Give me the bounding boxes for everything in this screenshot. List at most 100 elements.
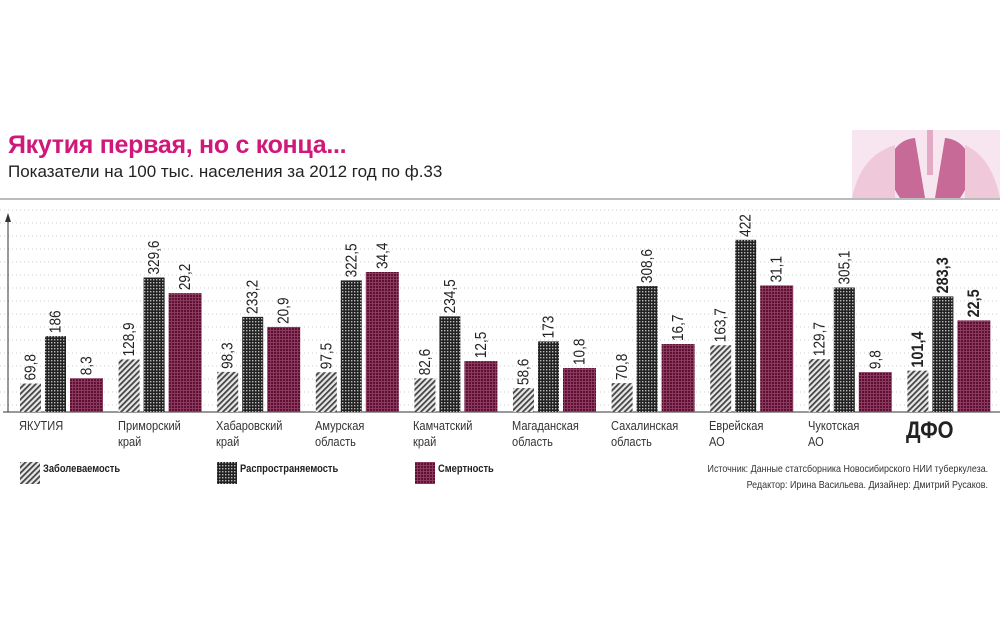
data-label: 10,8 (572, 339, 589, 365)
bar-mortality (168, 293, 202, 412)
bar-mortality (267, 326, 301, 412)
category-label: ДФО (906, 418, 954, 444)
legend-swatch-mortality (415, 462, 435, 484)
data-label: 234,5 (442, 279, 459, 313)
category-label-line: Чукотская (807, 418, 860, 433)
bar-mortality (563, 368, 596, 412)
data-label: 97,5 (318, 343, 335, 369)
source-note: Источник: Данные статсборника Новосибирс… (707, 463, 988, 475)
category-label-line: Камчатский (413, 418, 473, 433)
category-label: ЯКУТИЯ (19, 418, 63, 434)
chart-title: Якутия первая, но с конца... (8, 131, 347, 159)
bar-mortality (858, 372, 892, 412)
data-label: 98,3 (220, 342, 237, 368)
data-label: 308,6 (639, 249, 656, 283)
data-label: 69,8 (23, 354, 40, 380)
bar-incidence (414, 378, 436, 412)
data-label: 22,5 (965, 289, 983, 317)
category-label: Амурская область (315, 418, 364, 450)
category-label-line: Еврейская (709, 418, 764, 433)
category-label: Приморский край (118, 418, 181, 450)
data-label: 34,4 (374, 243, 391, 269)
data-label: 82,6 (417, 349, 434, 375)
data-label: 70,8 (614, 354, 631, 380)
data-label: 163,7 (713, 308, 730, 342)
data-label: 186 (48, 310, 65, 333)
data-label: 129,7 (811, 322, 828, 356)
data-label: 29,2 (177, 264, 194, 290)
data-label: 101,4 (909, 331, 927, 367)
category-label: Магаданская область (512, 418, 579, 450)
category-label-line: ДФО (906, 417, 954, 444)
bar-prevalence (45, 336, 66, 412)
lungs-illustration-icon (852, 130, 1000, 198)
data-label: 20,9 (276, 297, 293, 323)
legend-swatch-incidence (20, 462, 40, 484)
category-label-line: Магаданская (512, 418, 579, 433)
category-label-line: АО (709, 434, 725, 449)
category-label-line: область (610, 434, 652, 449)
data-label: 58,6 (516, 359, 533, 385)
bar-mortality (957, 320, 991, 412)
bar-prevalence (242, 316, 264, 412)
data-label: 8,3 (79, 356, 96, 375)
bar-incidence (217, 371, 239, 412)
category-label-line: край (117, 434, 141, 449)
bar-prevalence (340, 280, 362, 412)
category-label-line: ЯКУТИЯ (19, 418, 64, 433)
bar-prevalence (439, 316, 461, 412)
bar-mortality (661, 344, 695, 412)
credits-note: Редактор: Ирина Васильева. Дизайнер: Дми… (746, 479, 988, 491)
bar-mortality (464, 361, 498, 412)
bar-incidence (20, 383, 41, 412)
legend-label-incidence: Заболеваемость (43, 463, 121, 475)
data-label: 283,3 (934, 257, 952, 293)
bar-incidence (611, 383, 633, 412)
category-label-line: область (512, 434, 553, 449)
bar-prevalence (636, 286, 658, 412)
y-axis-arrow-icon (5, 213, 11, 222)
bar-incidence (513, 388, 534, 412)
bar-mortality (365, 271, 399, 412)
data-label: 173 (541, 316, 558, 339)
category-label-line: край (413, 434, 437, 449)
chart-subtitle: Показатели на 100 тыс. населения за 2012… (8, 162, 443, 181)
data-label: 305,1 (836, 251, 853, 285)
category-label-line: Амурская (314, 418, 365, 433)
bar-incidence (118, 359, 140, 412)
bar-prevalence (143, 277, 165, 412)
bar-prevalence (932, 296, 954, 412)
category-label-line: область (314, 434, 356, 449)
data-label: 233,2 (245, 280, 262, 314)
category-label-line: Хабаровский (216, 418, 283, 433)
category-label-line: Сахалинская (610, 418, 678, 433)
bar-incidence (808, 359, 830, 412)
category-label: Еврейская АО (709, 418, 763, 450)
category-label: Камчатский край (413, 418, 472, 450)
bar-incidence (315, 372, 337, 412)
legend-label-mortality: Смертность (438, 463, 494, 475)
data-label: 322,5 (343, 243, 360, 277)
data-label: 12,5 (473, 332, 490, 358)
data-label: 329,6 (146, 241, 163, 275)
data-label: 9,8 (867, 350, 884, 369)
legend-label-prevalence: Распространяемость (240, 463, 339, 475)
bar-incidence (710, 345, 732, 412)
data-label: 422 (738, 214, 755, 237)
data-label: 128,9 (121, 322, 138, 356)
category-label-line: край (216, 434, 240, 449)
category-label: Сахалинская область (611, 418, 678, 450)
bar-mortality (760, 285, 794, 412)
bar-prevalence (735, 239, 757, 412)
bar-incidence (907, 370, 929, 412)
data-label: 31,1 (769, 256, 786, 282)
data-label: 16,7 (670, 315, 687, 341)
legend-swatch-prevalence (217, 462, 237, 484)
dotted-grid (0, 209, 1000, 406)
category-label-line: АО (807, 434, 824, 449)
category-label: Чукотская АО (808, 418, 859, 450)
bar-prevalence (538, 341, 559, 412)
category-label-line: Приморский (117, 418, 181, 433)
category-label: Хабаровский край (216, 418, 282, 450)
